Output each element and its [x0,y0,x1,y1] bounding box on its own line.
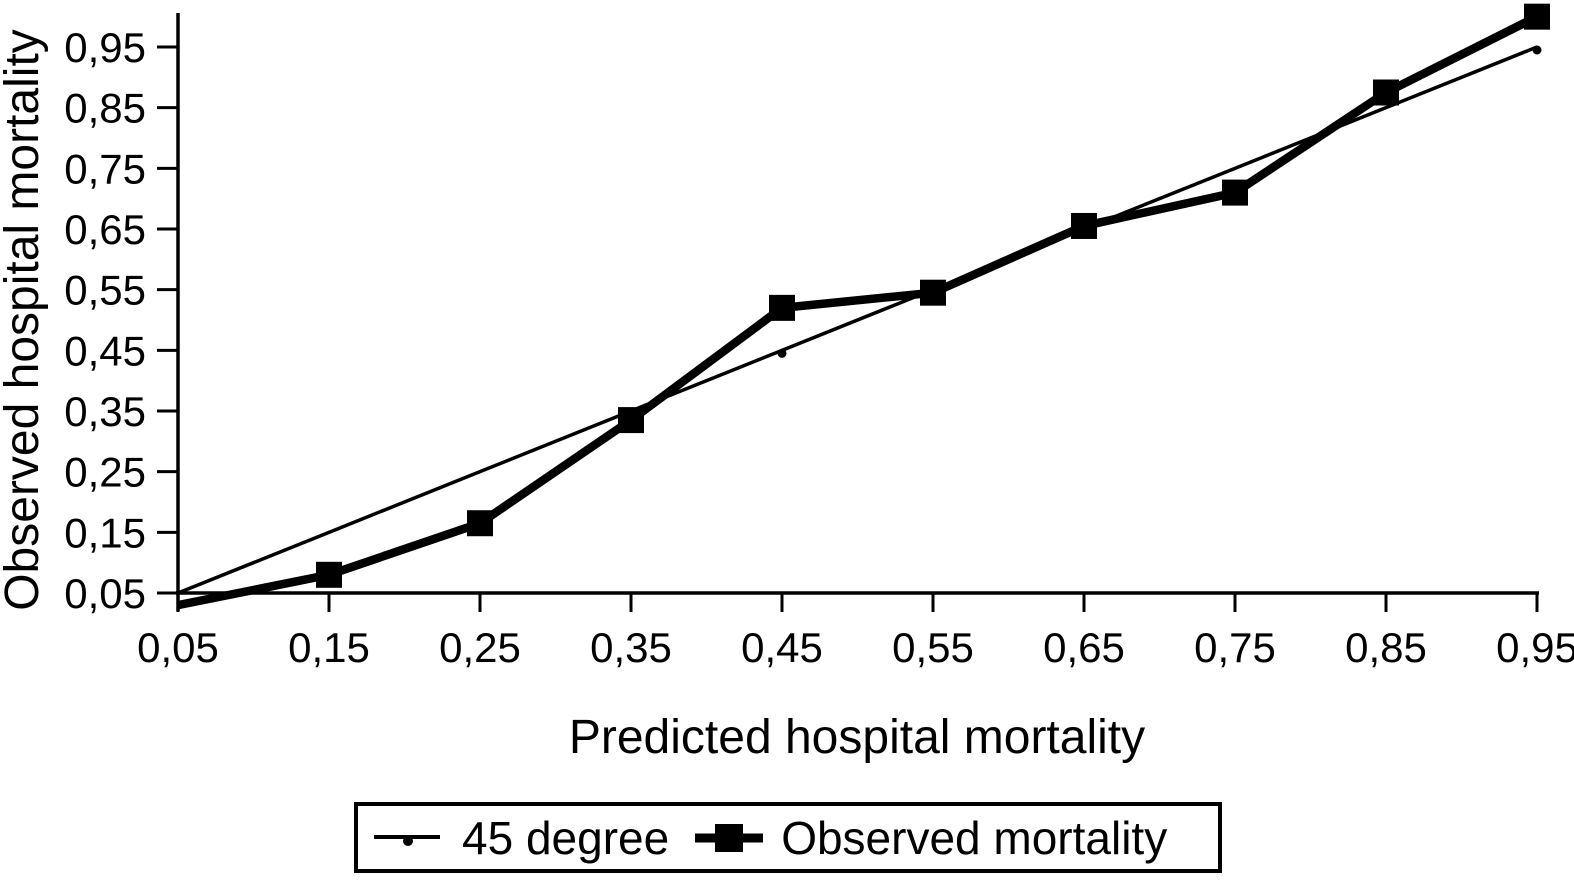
observed-mortality-line-sample-icon [695,823,764,852]
y-tick-label: 0,45 [64,327,146,374]
x-tick-label: 0,85 [1345,624,1427,671]
45-degree-dot-marker [777,348,787,358]
y-tick-label: 0,25 [64,449,146,496]
observed-mortality-square-marker [1524,3,1550,30]
x-tick-label: 0,55 [892,624,974,671]
x-tick-label: 0,35 [590,624,672,671]
observed-mortality-square-marker [769,294,795,321]
observed-mortality-square-marker [1373,79,1399,106]
x-tick-label: 0,95 [1496,624,1574,671]
observed-mortality-square-marker [316,561,342,588]
x-tick-label: 0,45 [741,624,823,671]
observed-mortality-square-marker [1222,179,1248,206]
y-tick-label: 0,55 [64,267,146,314]
observed-mortality-square-marker [1071,212,1097,239]
y-tick-label: 0,65 [64,206,146,253]
legend-label-observed-mortality: Observed mortality [781,811,1168,864]
x-tick-label: 0,65 [1043,624,1125,671]
observed-mortality-square-marker [618,407,644,434]
y-axis-title: Observed hospital mortality [0,29,49,611]
series-observed-mortality [177,3,1550,610]
45-degree-dot-marker [1532,45,1542,55]
x-tick-label: 0,75 [1194,624,1276,671]
y-tick-label: 0,05 [64,570,146,617]
legend: 45 degree Observed mortality [354,802,1222,873]
y-tick-label: 0,95 [64,24,146,71]
x-axis-title: Predicted hospital mortality [569,711,1145,764]
y-tick-label: 0,85 [64,85,146,132]
y-tick-label: 0,75 [64,145,146,192]
x-tick-label: 0,05 [137,624,219,671]
axes: 0,05 0,05 0,15 0,15 0,25 0,25 0,35 0,35 0,45 0,45… [64,13,1574,671]
observed-mortality-line [177,12,1539,610]
observed-mortality-square-marker [467,510,493,537]
y-tick-label: 0,15 [64,509,146,556]
x-tick-label: 0,15 [288,624,370,671]
observed-mortality-square-marker [920,279,946,306]
x-tick-label: 0,25 [439,624,521,671]
legend-label-45-degree: 45 degree [462,811,670,864]
y-tick-label: 0,35 [64,388,146,435]
45-degree-line-sample-icon [374,834,440,846]
